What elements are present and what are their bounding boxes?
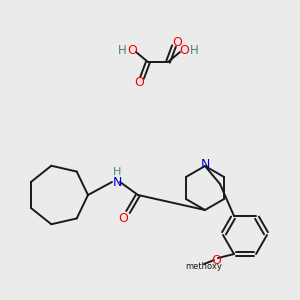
Text: O: O [127, 44, 137, 56]
Text: O: O [179, 44, 189, 56]
Text: O: O [118, 212, 128, 224]
Text: O: O [211, 254, 221, 267]
Text: O: O [172, 35, 182, 49]
Text: N: N [200, 158, 210, 172]
Text: N: N [112, 176, 122, 188]
Text: H: H [190, 44, 198, 56]
Text: H: H [118, 44, 126, 56]
Text: O: O [134, 76, 144, 88]
Text: methoxy: methoxy [186, 262, 222, 271]
Text: H: H [113, 167, 121, 177]
